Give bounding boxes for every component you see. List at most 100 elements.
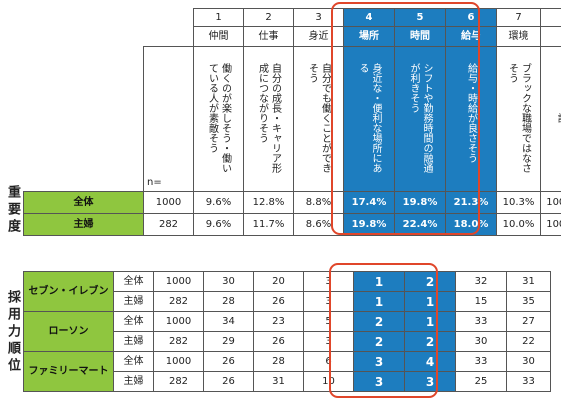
- rank-value: 26: [203, 351, 254, 372]
- rank-value: 28: [253, 351, 304, 372]
- table-row: 主婦 282 9.6% 11.7% 8.6% 19.8% 22.4% 18.0%…: [23, 213, 561, 236]
- row-n: 282: [143, 213, 194, 236]
- cell-value: 19.8%: [343, 213, 395, 236]
- table-row: ローソン 全体 1000 34 23 5 2 1 33 27: [23, 311, 551, 352]
- rank-value: 23: [253, 311, 304, 332]
- rank-value: 32: [455, 271, 507, 292]
- col-desc: 働くのが楽しそう・働いている人が素敵そう: [206, 62, 231, 173]
- table-row: 主婦 282 29 26 3 2 2 30 22: [24, 331, 551, 352]
- rank-value: 3: [353, 371, 405, 392]
- row-n: 1000: [143, 191, 194, 214]
- rank-value: 2: [353, 311, 405, 332]
- cell-value: 100%: [540, 191, 561, 214]
- segment: 主婦: [113, 371, 154, 392]
- col-head: 環境: [496, 26, 541, 47]
- cell-value: 10.0%: [496, 213, 541, 236]
- col-desc: 給与・時給が良さそう: [465, 62, 477, 163]
- n-header: n=: [143, 46, 194, 192]
- rank-value: 26: [253, 291, 304, 312]
- cell-value: 100%: [540, 213, 561, 236]
- row-label: 主婦: [23, 213, 144, 236]
- cell-value: 17.4%: [343, 191, 395, 214]
- col-num: 4: [343, 8, 395, 27]
- col-desc: 身近な・便利な場所にある: [357, 62, 381, 173]
- rank-value: 31: [506, 271, 551, 292]
- rank-value: 22: [506, 331, 551, 352]
- col-desc: 自分でも働くことができそう: [306, 62, 331, 173]
- rank-value: 34: [203, 311, 254, 332]
- cell-value: 9.6%: [193, 191, 244, 214]
- rank-value: 33: [506, 371, 551, 392]
- store-name: ファミリーマート: [23, 351, 114, 392]
- rank-value: 30: [506, 351, 551, 372]
- col-head: 仕事: [243, 26, 294, 47]
- importance-head-row: 仲間 仕事 身近 場所 時間 給与 環境: [24, 26, 561, 47]
- col-num: 2: [243, 8, 294, 27]
- col-head: 仲間: [193, 26, 244, 47]
- rank-value: 33: [455, 311, 507, 332]
- rank-value: 4: [404, 351, 456, 372]
- table-row: 全体 1000 9.6% 12.8% 8.8% 17.4% 19.8% 21.3…: [23, 191, 561, 214]
- ranking-side-label: 採用力順位: [5, 290, 20, 375]
- rank-value: 26: [253, 331, 304, 352]
- cell-value: 9.6%: [193, 213, 244, 236]
- cell-value: 10.3%: [496, 191, 541, 214]
- cell-value: 19.8%: [394, 191, 446, 214]
- row-n: 1000: [153, 351, 204, 372]
- cell-value: 12.8%: [243, 191, 294, 214]
- importance-table: 1 2 3 4 5 6 7 仲間 仕事 身近 場所 時間 給与 環境 n= 働く…: [23, 8, 561, 236]
- blank-cell: [24, 47, 144, 192]
- col-head: [540, 26, 561, 47]
- table-row: セブン・イレブン 全体 1000 30 20 3 1 2 32 31: [23, 271, 551, 312]
- rank-value: 2: [404, 271, 456, 292]
- col-num: 6: [445, 8, 497, 27]
- store-name: セブン・イレブン: [23, 271, 114, 312]
- col-num: 1: [193, 8, 244, 27]
- rank-value: 1: [353, 291, 405, 312]
- col-num: 5: [394, 8, 446, 27]
- rank-value: 30: [455, 331, 507, 352]
- table-row: ファミリーマート 全体 1000 26 28 6 3 4 33 30: [23, 351, 551, 392]
- row-n: 282: [153, 291, 204, 312]
- rank-value: 27: [506, 311, 551, 332]
- importance-desc-row: n= 働くのが楽しそう・働いている人が素敵そう 自分の成長・キャリア形成につなが…: [24, 46, 561, 192]
- rank-value: 30: [203, 271, 254, 292]
- row-n: 282: [153, 331, 204, 352]
- importance-side-label: 重要度: [5, 185, 20, 236]
- rank-value: 3: [404, 371, 456, 392]
- segment: 全体: [113, 351, 154, 372]
- store-name: ローソン: [23, 311, 114, 352]
- cell-value: 22.4%: [394, 213, 446, 236]
- rank-value: 28: [203, 291, 254, 312]
- col-num: [540, 8, 561, 27]
- rank-value: 29: [203, 331, 254, 352]
- table-row: 主婦 282 26 31 10 3 3 25 33: [24, 371, 551, 392]
- rank-value: 35: [506, 291, 551, 312]
- importance-number-row: 1 2 3 4 5 6 7: [24, 8, 561, 27]
- rank-value: 25: [455, 371, 507, 392]
- col-desc: 計: [555, 112, 561, 123]
- row-n: 1000: [153, 311, 204, 332]
- col-head: 給与: [445, 26, 497, 47]
- cell-value: 21.3%: [445, 191, 497, 214]
- rank-value: 31: [253, 371, 304, 392]
- rank-value: 15: [455, 291, 507, 312]
- col-head: 場所: [343, 26, 395, 47]
- rank-value: 26: [203, 371, 254, 392]
- row-n: 282: [153, 371, 204, 392]
- rank-value: 2: [353, 331, 405, 352]
- row-n: 1000: [153, 271, 204, 292]
- importance-highlight-frame: [331, 2, 480, 235]
- row-label: 全体: [23, 191, 144, 214]
- col-desc: シフトや勤務時間の融通が利きそう: [408, 62, 432, 173]
- col-desc: 自分の成長・キャリア形成につながりそう: [256, 62, 281, 173]
- segment: 全体: [113, 311, 154, 332]
- segment: 全体: [113, 271, 154, 292]
- col-desc: ブラックな職場ではなさそう: [506, 62, 531, 173]
- ranking-table: セブン・イレブン 全体 1000 30 20 3 1 2 32 31 主婦 28…: [23, 271, 551, 392]
- segment: 主婦: [113, 331, 154, 352]
- cell-value: 18.0%: [445, 213, 497, 236]
- ranking-highlight-frame: [329, 263, 438, 398]
- segment: 主婦: [113, 291, 154, 312]
- rank-value: 2: [404, 331, 456, 352]
